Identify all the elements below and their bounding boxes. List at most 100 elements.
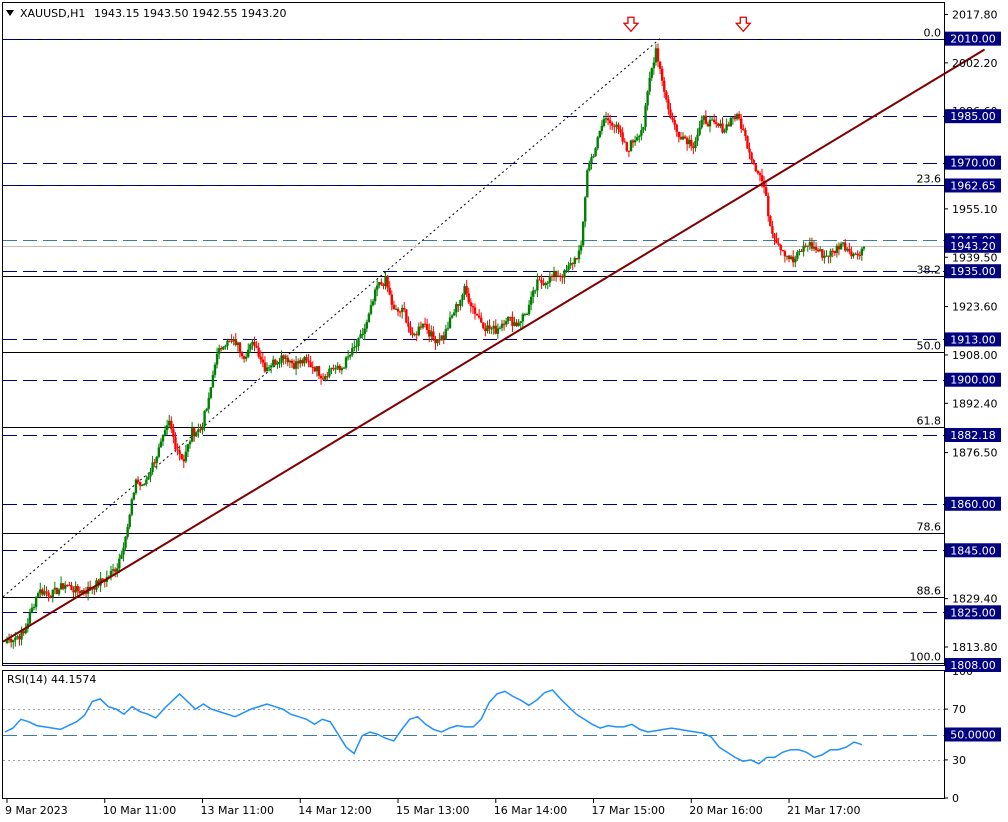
candle[interactable] xyxy=(621,127,624,145)
candle[interactable] xyxy=(656,43,660,67)
candle[interactable] xyxy=(149,467,152,483)
candle[interactable] xyxy=(244,352,248,362)
candle[interactable] xyxy=(567,261,570,273)
candle[interactable] xyxy=(548,271,552,287)
candle[interactable] xyxy=(444,324,448,341)
candle[interactable] xyxy=(521,312,525,328)
candle[interactable] xyxy=(180,453,183,460)
candle[interactable] xyxy=(190,421,194,443)
candle[interactable] xyxy=(480,312,483,324)
candle[interactable] xyxy=(708,115,712,133)
candle[interactable] xyxy=(294,355,298,376)
candle[interactable] xyxy=(725,118,728,134)
candle[interactable] xyxy=(625,141,629,153)
candle[interactable] xyxy=(199,423,202,434)
candle[interactable] xyxy=(735,112,739,121)
candle[interactable] xyxy=(573,256,577,268)
candle[interactable] xyxy=(174,432,177,452)
candle[interactable] xyxy=(525,312,529,316)
candle[interactable] xyxy=(438,332,441,346)
candle[interactable] xyxy=(812,240,816,252)
candle[interactable] xyxy=(182,454,185,469)
candle[interactable] xyxy=(232,336,235,346)
candle[interactable] xyxy=(532,286,535,304)
candle[interactable] xyxy=(848,242,851,255)
candle[interactable] xyxy=(153,459,156,468)
candle[interactable] xyxy=(413,332,416,337)
candle[interactable] xyxy=(677,131,681,143)
candle[interactable] xyxy=(353,340,356,352)
candle[interactable] xyxy=(265,362,269,372)
candle[interactable] xyxy=(844,238,847,253)
candle[interactable] xyxy=(315,366,319,377)
candle[interactable] xyxy=(205,407,208,412)
candle[interactable] xyxy=(120,550,123,560)
candle[interactable] xyxy=(66,584,69,587)
candle[interactable] xyxy=(405,308,408,324)
candle[interactable] xyxy=(301,358,304,367)
candle[interactable] xyxy=(534,289,537,294)
price-plot[interactable]: 0.0 23.6 38.2 50.0 61.8 78.6 88.6 100.0 xyxy=(2,16,986,666)
candle[interactable] xyxy=(222,346,225,351)
candle[interactable] xyxy=(400,304,404,319)
candle[interactable] xyxy=(326,371,329,381)
candle[interactable] xyxy=(808,237,812,250)
candle[interactable] xyxy=(251,338,254,350)
candle[interactable] xyxy=(594,147,597,157)
candle[interactable] xyxy=(446,321,450,331)
candle[interactable] xyxy=(712,113,716,125)
candle[interactable] xyxy=(629,139,633,152)
candle[interactable] xyxy=(658,61,662,75)
candle[interactable] xyxy=(140,483,144,487)
candle[interactable] xyxy=(263,356,267,373)
candle[interactable] xyxy=(542,277,545,287)
candle[interactable] xyxy=(561,274,564,284)
candle[interactable] xyxy=(648,71,651,95)
candle[interactable] xyxy=(631,139,635,148)
candle[interactable] xyxy=(696,128,699,146)
candle[interactable] xyxy=(145,475,148,487)
candle[interactable] xyxy=(419,321,423,331)
candle[interactable] xyxy=(756,169,760,175)
candle[interactable] xyxy=(588,160,591,172)
candle[interactable] xyxy=(719,119,722,129)
candle[interactable] xyxy=(53,581,57,595)
candle[interactable] xyxy=(197,423,200,438)
candle[interactable] xyxy=(463,283,466,300)
candle[interactable] xyxy=(646,90,649,111)
candle[interactable] xyxy=(700,115,703,130)
candle[interactable] xyxy=(32,603,36,611)
candle[interactable] xyxy=(777,237,780,247)
candle[interactable] xyxy=(178,445,181,461)
candle[interactable] xyxy=(619,125,622,138)
candle[interactable] xyxy=(70,581,73,591)
candle[interactable] xyxy=(556,270,560,278)
candle[interactable] xyxy=(390,290,393,311)
candle[interactable] xyxy=(176,443,179,456)
candle[interactable] xyxy=(18,633,21,646)
candle[interactable] xyxy=(794,255,797,268)
candle[interactable] xyxy=(465,279,468,298)
candle[interactable] xyxy=(309,355,312,368)
candle[interactable] xyxy=(800,249,803,253)
candle[interactable] xyxy=(432,326,435,341)
candle[interactable] xyxy=(311,361,314,375)
candle[interactable] xyxy=(802,241,805,257)
candle[interactable] xyxy=(552,266,556,281)
candle[interactable] xyxy=(764,182,768,196)
candle[interactable] xyxy=(261,352,265,368)
candle[interactable] xyxy=(201,422,204,435)
candle[interactable] xyxy=(681,132,685,141)
candle[interactable] xyxy=(821,249,824,261)
candle[interactable] xyxy=(683,134,687,140)
candle[interactable] xyxy=(611,121,614,131)
candle[interactable] xyxy=(571,262,574,271)
candle[interactable] xyxy=(750,151,753,164)
candle[interactable] xyxy=(452,309,456,316)
candle[interactable] xyxy=(57,588,61,597)
candle[interactable] xyxy=(376,279,379,297)
candle[interactable] xyxy=(28,608,32,626)
candle[interactable] xyxy=(823,250,826,264)
candle[interactable] xyxy=(590,153,593,170)
candle[interactable] xyxy=(758,171,762,182)
